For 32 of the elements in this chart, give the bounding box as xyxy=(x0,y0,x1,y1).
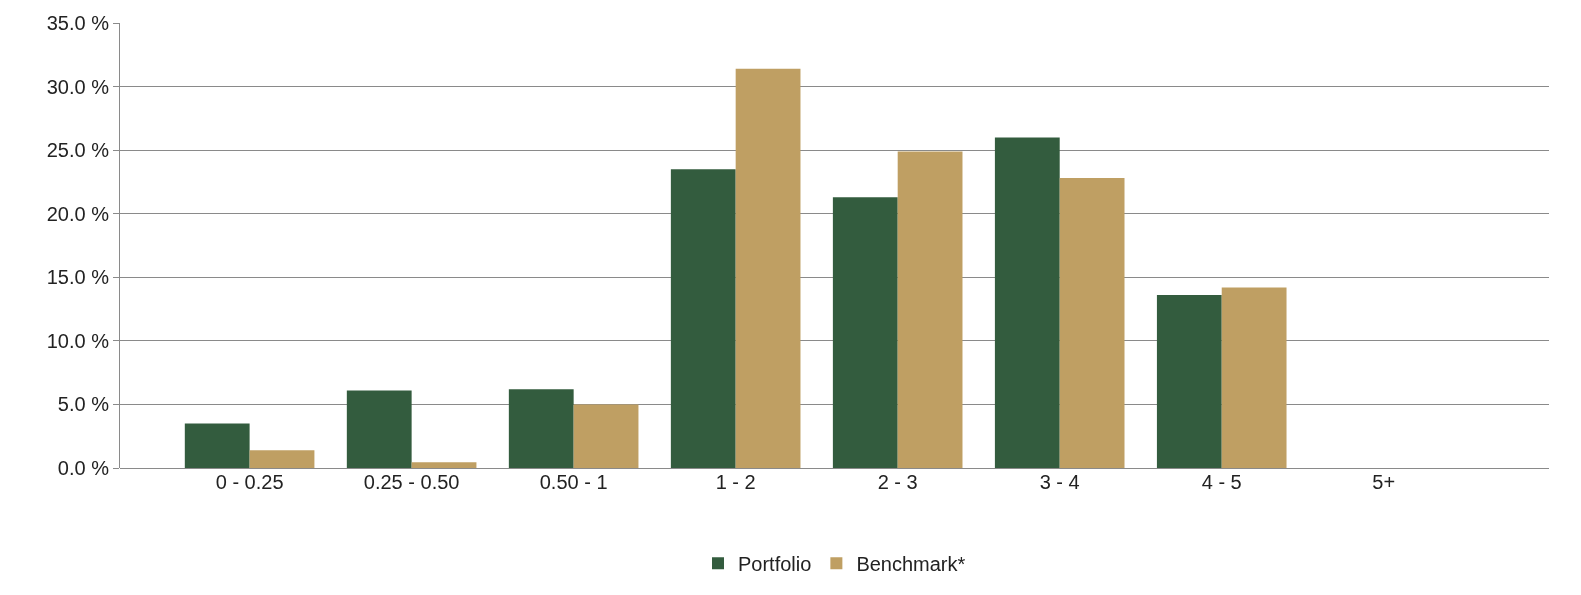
bar xyxy=(670,169,736,468)
legend-label: Benchmark* xyxy=(856,552,966,575)
bar xyxy=(832,197,898,468)
x-tick-label: 1 - 2 xyxy=(715,471,756,493)
legend-label: Portfolio xyxy=(738,552,812,575)
y-tick-label: 0.0 % xyxy=(57,457,110,479)
x-tick-label: 0.50 - 1 xyxy=(539,471,608,493)
y-tick-label: 25.0 % xyxy=(46,139,110,162)
bar xyxy=(735,68,801,468)
bar xyxy=(249,450,315,468)
bar xyxy=(508,389,574,468)
y-tick-label: 10.0 % xyxy=(46,329,110,352)
bar xyxy=(184,423,250,468)
bar xyxy=(1059,178,1125,468)
bar xyxy=(346,390,412,468)
x-tick-label: 0.25 - 0.50 xyxy=(363,471,460,493)
y-tick-label: 30.0 % xyxy=(46,75,110,98)
y-tick-label: 15.0 % xyxy=(46,266,110,289)
bar xyxy=(573,404,639,468)
x-tick-label: 4 - 5 xyxy=(1201,471,1242,493)
x-tick-label: 5+ xyxy=(1372,471,1396,493)
x-tick-label: 0 - 0.25 xyxy=(215,471,284,493)
y-tick-label: 35.0 % xyxy=(46,12,110,34)
bar xyxy=(994,137,1060,468)
x-tick-label: 3 - 4 xyxy=(1039,471,1080,493)
y-tick-label: 5.0 % xyxy=(57,393,110,416)
bar xyxy=(1221,287,1287,468)
bar xyxy=(897,151,963,468)
bar xyxy=(1156,295,1222,468)
bar xyxy=(411,462,477,468)
y-tick-label: 20.0 % xyxy=(46,202,110,225)
x-tick-label: 2 - 3 xyxy=(877,471,918,493)
